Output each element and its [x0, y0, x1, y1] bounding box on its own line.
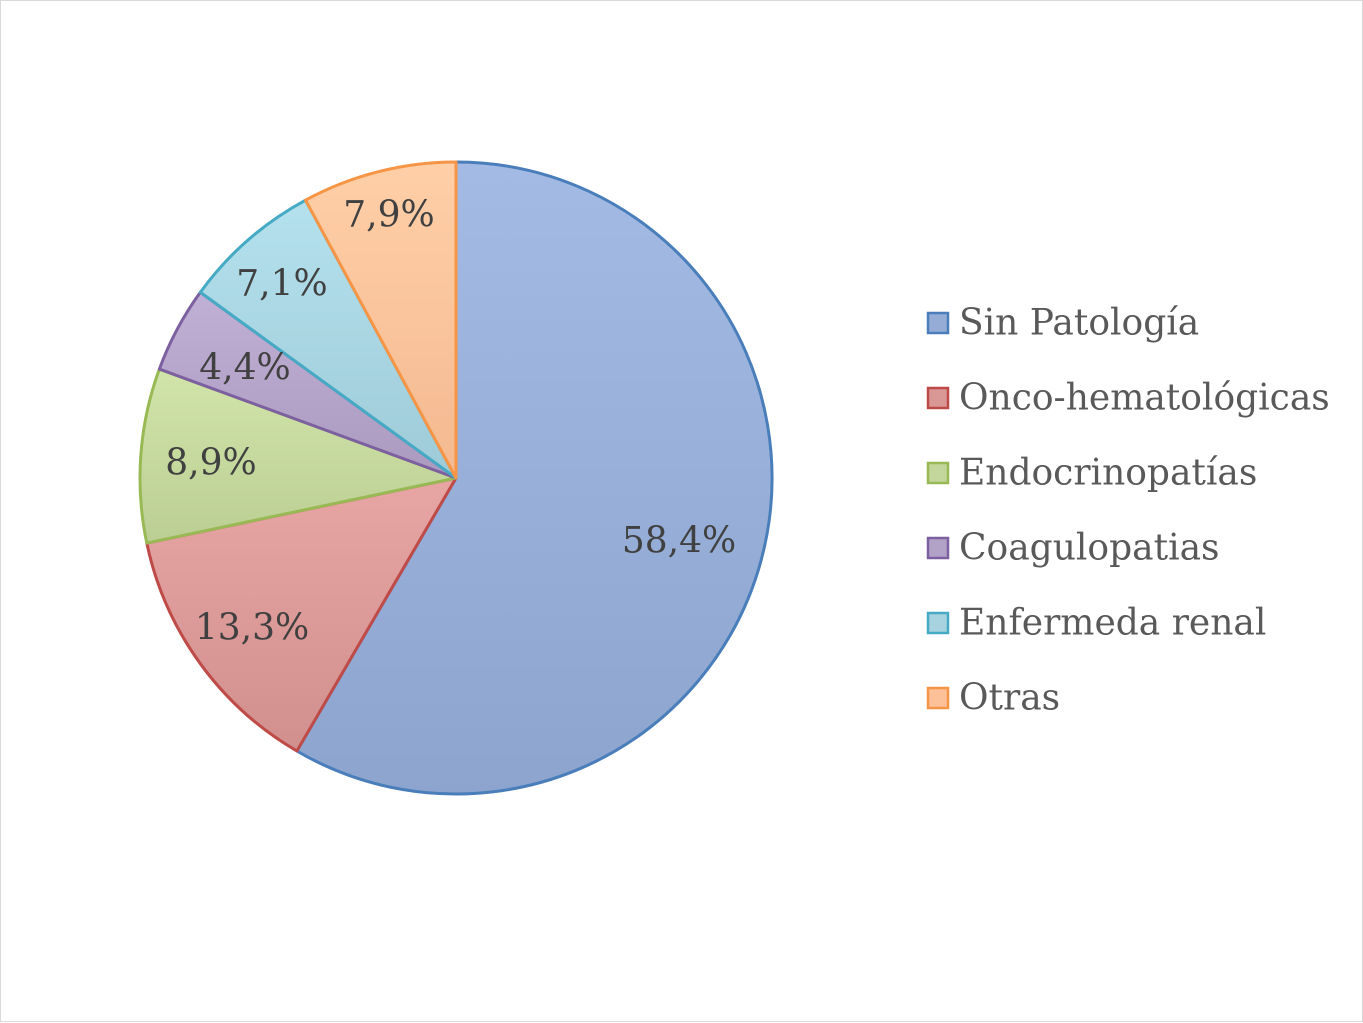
legend-label-sin-patologia: Sin Patología: [959, 303, 1199, 344]
legend-swatch-enfermeda-renal: [926, 611, 950, 635]
legend-swatch-coagulopatias: [926, 536, 950, 560]
data-label-onco-hematologicas: 13,3%: [195, 608, 309, 649]
legend-swatch-sin-patologia: [926, 311, 950, 335]
legend-label-onco-hematologicas: Onco-hematológicas: [959, 378, 1330, 419]
pie-data-labels: 58,4% 13,3% 8,9% 4,4% 7,1% 7,9%: [165, 195, 736, 649]
legend-item-sin-patologia: Sin Patología: [926, 303, 1199, 344]
pie-slices: [138, 160, 774, 796]
data-label-endocrinopatias: 8,9%: [165, 443, 256, 484]
pie-slice-enfermeda-renal: [198, 198, 458, 480]
legend-item-otras: Otras: [926, 678, 1060, 719]
pie-slice-otras: [304, 160, 458, 480]
data-label-enfermeda-renal: 7,1%: [236, 264, 327, 305]
pie-slice-sin-patologia: [295, 160, 774, 796]
legend-item-onco-hematologicas: Onco-hematológicas: [926, 378, 1330, 419]
pie-slice-endocrinopatias: [138, 367, 458, 545]
legend-item-coagulopatias: Coagulopatias: [926, 528, 1220, 569]
legend-swatch-endocrinopatias: [926, 461, 950, 485]
legend: Sin Patología Onco-hematológicas Endocrino…: [926, 303, 1330, 719]
data-label-otras: 7,9%: [343, 195, 434, 236]
data-label-sin-patologia: 58,4%: [622, 521, 736, 562]
legend-label-coagulopatias: Coagulopatias: [959, 528, 1220, 569]
pie-slice-onco-hematologicas: [145, 476, 458, 753]
legend-swatch-otras: [926, 686, 950, 710]
legend-label-enfermeda-renal: Enfermeda renal: [959, 603, 1266, 644]
legend-label-endocrinopatias: Endocrinopatías: [959, 453, 1257, 494]
legend-item-enfermeda-renal: Enfermeda renal: [926, 603, 1266, 644]
legend-label-otras: Otras: [959, 678, 1060, 719]
legend-item-endocrinopatias: Endocrinopatías: [926, 453, 1257, 494]
legend-swatch-onco-hematologicas: [926, 386, 950, 410]
data-label-coagulopatias: 4,4%: [199, 348, 290, 389]
